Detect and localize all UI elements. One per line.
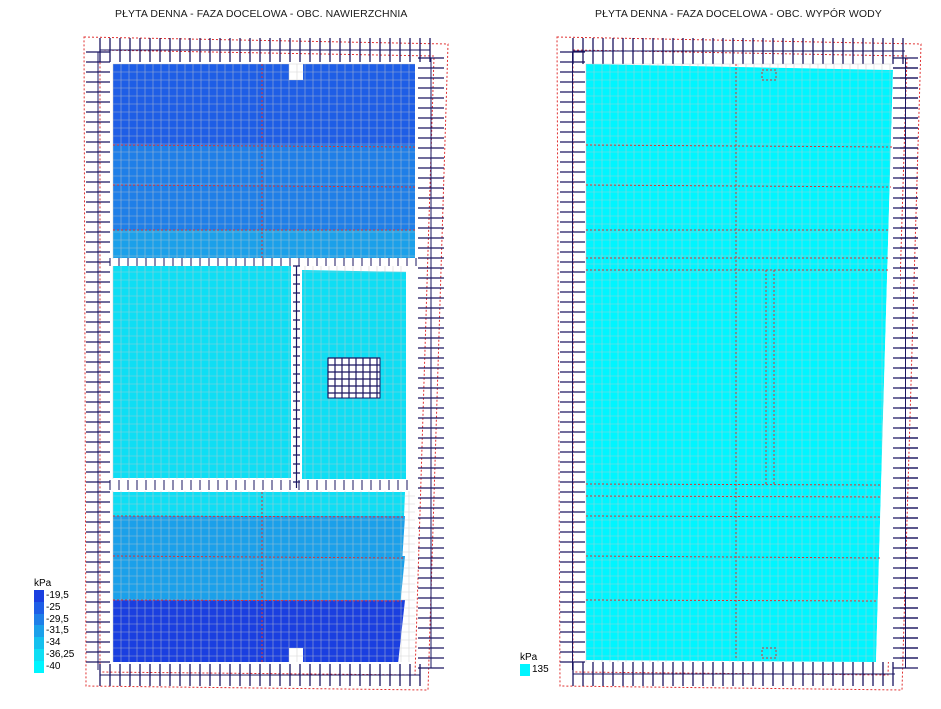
stress-band (113, 145, 415, 185)
legend-label: -19,5 (46, 590, 69, 601)
outer-boundary (83, 36, 449, 691)
slab-gap (406, 266, 416, 491)
division-line (585, 184, 892, 188)
legend-label: -34 (46, 637, 61, 649)
legend-swatch (34, 590, 44, 602)
opening-grid (327, 357, 380, 398)
legend-label: 135 (532, 664, 549, 675)
division-line (112, 515, 406, 518)
division-line (585, 144, 894, 148)
legend-swatch (34, 601, 44, 614)
legend-label: -25 (46, 601, 61, 613)
stress-region (586, 64, 893, 662)
plate-opening (327, 357, 381, 399)
right-plate-plot (556, 36, 922, 691)
stress-region (113, 266, 291, 478)
legend-item: -40 (34, 660, 74, 673)
legend-item: 135 (520, 664, 549, 676)
legend-item: -29,5 (34, 613, 74, 626)
legend-label: -31,5 (46, 625, 69, 637)
legend-item: -34 (34, 637, 74, 649)
division-line (585, 555, 881, 559)
legend-item: -36,25 (34, 648, 75, 661)
division-line (112, 599, 403, 602)
right-legend-unit: kPa (520, 652, 538, 663)
legend-label: -36,25 (46, 648, 75, 660)
left-legend-unit: kPa (34, 578, 52, 589)
stress-band (113, 600, 405, 662)
stress-band (113, 185, 415, 230)
inner-boundary (572, 49, 908, 676)
division-line (585, 599, 879, 602)
legend-swatch (34, 625, 44, 638)
legend-swatch (34, 637, 44, 649)
legend-swatch (34, 613, 44, 626)
division-line (585, 495, 883, 498)
right-legend: kPa 135 (520, 651, 549, 676)
left-plate-plot (83, 36, 449, 691)
stress-band (113, 230, 415, 258)
division-line (585, 515, 882, 518)
slab-gap (110, 259, 418, 266)
division-line (112, 555, 405, 559)
beam-ticks (109, 258, 417, 266)
legend-item: -25 (34, 601, 74, 614)
legend-item: -19,5 (34, 590, 74, 602)
legend-label: -29,5 (46, 613, 69, 625)
right-panel-title: PŁYTA DENNA - FAZA DOCELOWA - OBC. WYPÓR… (595, 8, 882, 20)
stress-band (113, 64, 415, 145)
beam-ticks (109, 480, 408, 490)
left-panel-title: PŁYTA DENNA - FAZA DOCELOWA - OBC. NAWIE… (115, 8, 408, 20)
legend-swatch (34, 660, 44, 673)
legend-label: -40 (46, 660, 61, 672)
legend-item: -31,5 (34, 625, 74, 638)
left-legend: kPa -19,5 -25 -29,5 -31,5 -34 -36,25 -40 (34, 577, 74, 673)
legend-swatch (34, 648, 44, 661)
stress-band (113, 556, 405, 600)
legend-swatch (520, 664, 530, 676)
outer-boundary (556, 36, 922, 691)
division-line (585, 483, 883, 486)
